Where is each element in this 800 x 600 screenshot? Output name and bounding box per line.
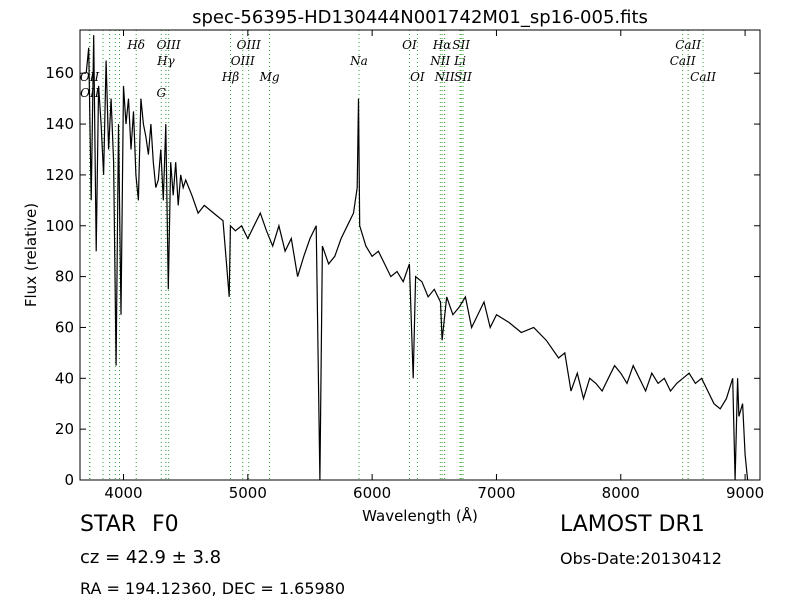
x-axis-label: Wavelength (Å) [362,506,478,525]
x-tick-label: 7000 [477,484,515,502]
line-label: G [157,86,167,100]
redshift-readout: cz = 42.9 ± 3.8 [80,547,222,568]
y-axis-label: Flux (relative) [22,203,40,307]
line-label: SII [454,70,472,84]
y-tick-label: 40 [55,369,74,387]
line-label: Hα [432,38,452,52]
x-tick-label: 4000 [104,484,142,502]
line-label: NII [429,54,450,68]
coordinates-readout: RA = 194.12360, DEC = 1.65980 [80,579,346,598]
chart-title: spec-56395-HD130444N001742M01_sp16-005.f… [192,7,648,28]
y-tick-label: 140 [45,115,74,133]
y-tick-label: 80 [55,268,74,286]
plot-frame [79,29,761,481]
x-axis: 4000 5000 6000 7000 8000 9000 [104,30,764,502]
y-tick-label: 160 [45,64,74,82]
object-subclass: F0 [152,512,179,537]
line-label: OIII [157,38,181,52]
spectrum-line [85,35,749,481]
x-tick-label: 9000 [726,484,764,502]
line-label: CaII [690,70,716,84]
observation-date: Obs-Date:20130412 [560,549,722,568]
line-label: CaII [675,38,701,52]
line-label: CaII [670,54,696,68]
object-type: STAR [80,512,137,537]
y-axis: 0 20 40 60 80 100 120 140 160 [45,64,760,489]
line-label: Li [453,54,466,68]
x-tick-label: 6000 [353,484,391,502]
y-tick-label: 100 [45,217,74,235]
line-label: Na [349,54,368,68]
line-label: OIII [237,38,261,52]
line-label: NII [434,70,455,84]
line-label: Mg [259,70,280,84]
line-label: Hβ [221,70,239,84]
line-label: Hγ [156,54,175,68]
line-labels: OIIOIIHδGHγOIIIHβOIIIOIIIMgNaOIOINIIHαNI… [80,38,716,100]
line-label: OIII [231,54,255,68]
y-tick-label: 60 [55,318,74,336]
x-tick-label: 8000 [602,484,640,502]
line-label: OI [402,38,417,52]
line-label: Hδ [126,38,145,52]
x-tick-label: 5000 [229,484,267,502]
line-label: SII [452,38,470,52]
survey-name: LAMOST DR1 [560,512,705,537]
line-markers [89,30,704,480]
y-tick-label: 0 [64,471,74,489]
y-tick-label: 120 [45,166,74,184]
line-label: OI [410,70,425,84]
y-tick-label: 20 [55,420,74,438]
